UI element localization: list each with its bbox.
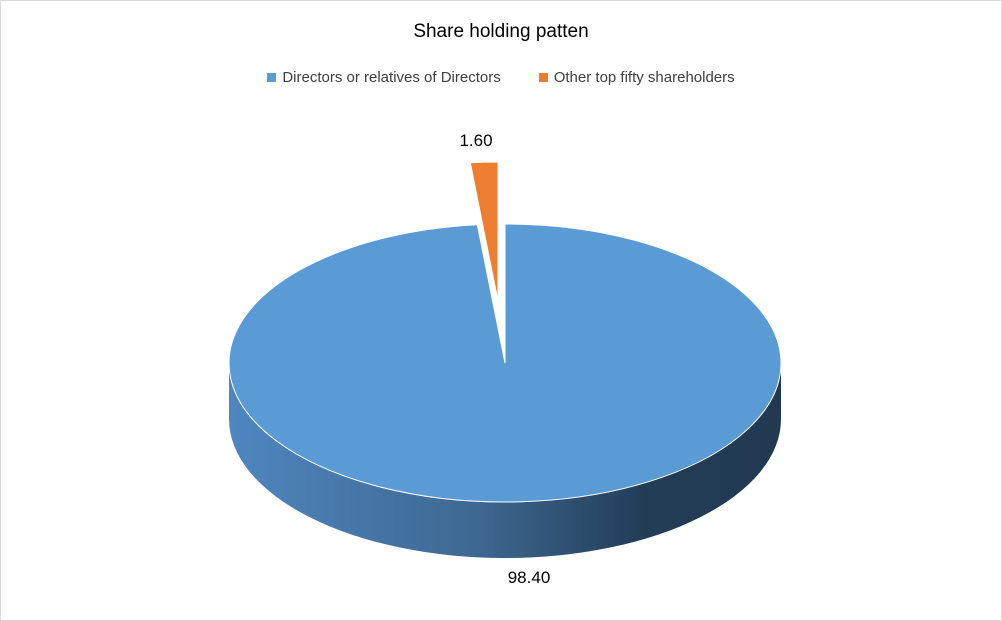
slice-side-directors <box>229 363 781 558</box>
legend-label-others: Other top fifty shareholders <box>553 69 735 86</box>
data-label-others: 1.60 <box>459 131 493 150</box>
legend-item-directors: Directors or relatives of Directors <box>267 69 501 86</box>
legend-label-directors: Directors or relatives of Directors <box>282 69 501 86</box>
legend-item-others: Other top fifty shareholders <box>538 69 735 86</box>
slice-directors <box>228 223 782 503</box>
chart-title: Share holding patten <box>413 21 589 42</box>
legend-swatch-directors <box>267 73 277 82</box>
legend-swatch-others <box>538 73 548 82</box>
data-label-directors: 98.40 <box>507 568 551 587</box>
legend: Directors or relatives of Directors Othe… <box>1 69 1001 86</box>
slice-others <box>469 161 499 302</box>
